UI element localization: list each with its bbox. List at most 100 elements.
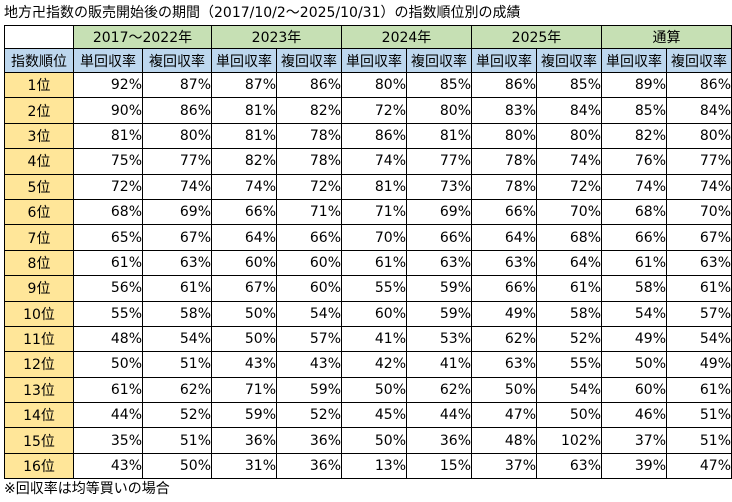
win-return-cell: 92% — [73, 71, 143, 99]
win-return-cell: 61% — [341, 249, 407, 277]
win-return-cell: 81% — [73, 122, 143, 150]
place-return-cell: 59% — [406, 275, 472, 302]
win-return-cell: 58% — [601, 275, 667, 302]
place-return-cell: 71% — [276, 198, 342, 226]
win-return-header: 単回収率 — [73, 48, 143, 73]
place-return-cell: 54% — [536, 376, 602, 404]
win-return-cell: 48% — [73, 325, 143, 353]
place-return-cell: 60% — [276, 249, 342, 277]
place-return-cell: 84% — [666, 97, 732, 124]
period-header: 2023年 — [211, 25, 342, 49]
rank-cell: 5位 — [4, 173, 74, 200]
place-return-cell: 57% — [666, 300, 732, 327]
win-return-cell: 60% — [211, 249, 277, 277]
win-return-cell: 68% — [601, 198, 667, 226]
win-return-cell: 43% — [211, 351, 277, 378]
table-row: 11位 48% 54% 50% 57% 41% 53% 62% 52% 49% 54% — [4, 325, 732, 353]
rank-cell: 1位 — [4, 71, 74, 99]
place-return-cell: 84% — [536, 97, 602, 124]
place-return-header: 複回収率 — [666, 48, 732, 73]
place-return-cell: 59% — [276, 376, 342, 404]
win-return-cell: 75% — [73, 148, 143, 175]
place-return-header: 複回収率 — [276, 48, 342, 73]
place-return-cell: 70% — [536, 198, 602, 226]
place-return-cell: 61% — [142, 275, 212, 302]
place-return-cell: 80% — [406, 97, 472, 124]
win-return-header: 単回収率 — [471, 48, 537, 73]
place-return-cell: 43% — [276, 351, 342, 378]
win-return-cell: 82% — [601, 122, 667, 150]
win-return-cell: 71% — [341, 198, 407, 226]
table-row: 6位 68% 69% 66% 71% 71% 69% 66% 70% 68% 70% — [4, 198, 732, 226]
rank-cell: 12位 — [4, 351, 74, 378]
rank-cell: 2位 — [4, 97, 74, 124]
place-return-cell: 63% — [142, 249, 212, 277]
rank-cell: 15位 — [4, 427, 74, 454]
place-return-cell: 44% — [406, 402, 472, 429]
place-return-cell: 81% — [406, 122, 472, 150]
win-return-cell: 80% — [471, 122, 537, 150]
win-return-cell: 78% — [471, 148, 537, 175]
win-return-cell: 62% — [471, 325, 537, 353]
win-return-cell: 72% — [341, 97, 407, 124]
rank-cell: 4位 — [4, 148, 74, 175]
table-row: 13位 61% 62% 71% 59% 50% 62% 50% 54% 60% 61% — [4, 376, 732, 404]
table-row: 7位 65% 67% 64% 66% 70% 66% 64% 68% 66% 67% — [4, 224, 732, 251]
win-return-header: 単回収率 — [341, 48, 407, 73]
win-return-cell: 61% — [601, 249, 667, 277]
win-return-cell: 35% — [73, 427, 143, 454]
place-return-header: 複回収率 — [406, 48, 472, 73]
rank-cell: 13位 — [4, 376, 74, 404]
place-return-cell: 69% — [406, 198, 472, 226]
win-return-cell: 82% — [211, 148, 277, 175]
win-return-cell: 78% — [471, 173, 537, 200]
place-return-cell: 85% — [406, 71, 472, 99]
footnote: ※回収率は均等買いの場合 — [4, 481, 170, 497]
win-return-cell: 55% — [341, 275, 407, 302]
win-return-cell: 86% — [341, 122, 407, 150]
table-row: 9位 56% 61% 67% 60% 55% 59% 66% 61% 58% 61% — [4, 275, 732, 302]
place-return-cell: 85% — [536, 71, 602, 99]
rank-cell: 3位 — [4, 122, 74, 150]
rank-cell: 8位 — [4, 249, 74, 277]
place-return-header: 複回収率 — [536, 48, 602, 73]
place-return-cell: 69% — [142, 198, 212, 226]
win-return-cell: 37% — [601, 427, 667, 454]
place-return-cell: 60% — [276, 275, 342, 302]
win-return-cell: 41% — [341, 325, 407, 353]
place-return-cell: 59% — [406, 300, 472, 327]
place-return-cell: 57% — [276, 325, 342, 353]
place-return-cell: 61% — [536, 275, 602, 302]
rank-cell: 6位 — [4, 198, 74, 226]
place-return-cell: 51% — [142, 427, 212, 454]
place-return-cell: 63% — [666, 249, 732, 277]
win-return-cell: 61% — [73, 249, 143, 277]
win-return-cell: 50% — [471, 376, 537, 404]
win-return-cell: 71% — [211, 376, 277, 404]
place-return-cell: 62% — [406, 376, 472, 404]
place-return-cell: 58% — [536, 300, 602, 327]
place-return-cell: 73% — [406, 173, 472, 200]
place-return-cell: 86% — [276, 71, 342, 99]
win-return-cell: 46% — [601, 402, 667, 429]
place-return-cell: 63% — [536, 452, 602, 480]
win-return-cell: 13% — [341, 452, 407, 480]
win-return-cell: 50% — [73, 351, 143, 378]
win-return-cell: 50% — [341, 376, 407, 404]
place-return-cell: 50% — [536, 402, 602, 429]
place-return-cell: 41% — [406, 351, 472, 378]
win-return-cell: 60% — [341, 300, 407, 327]
period-header-row: 2017〜2022年 2023年 2024年 2025年 通算 — [4, 25, 732, 49]
place-return-header: 複回収率 — [142, 48, 212, 73]
period-header: 通算 — [601, 25, 732, 49]
win-return-cell: 37% — [471, 452, 537, 480]
place-return-cell: 53% — [406, 325, 472, 353]
win-return-cell: 72% — [73, 173, 143, 200]
place-return-cell: 52% — [276, 402, 342, 429]
place-return-cell: 66% — [406, 224, 472, 251]
place-return-cell: 70% — [666, 198, 732, 226]
win-return-cell: 49% — [471, 300, 537, 327]
win-return-cell: 74% — [601, 173, 667, 200]
place-return-cell: 87% — [142, 71, 212, 99]
place-return-cell: 72% — [536, 173, 602, 200]
